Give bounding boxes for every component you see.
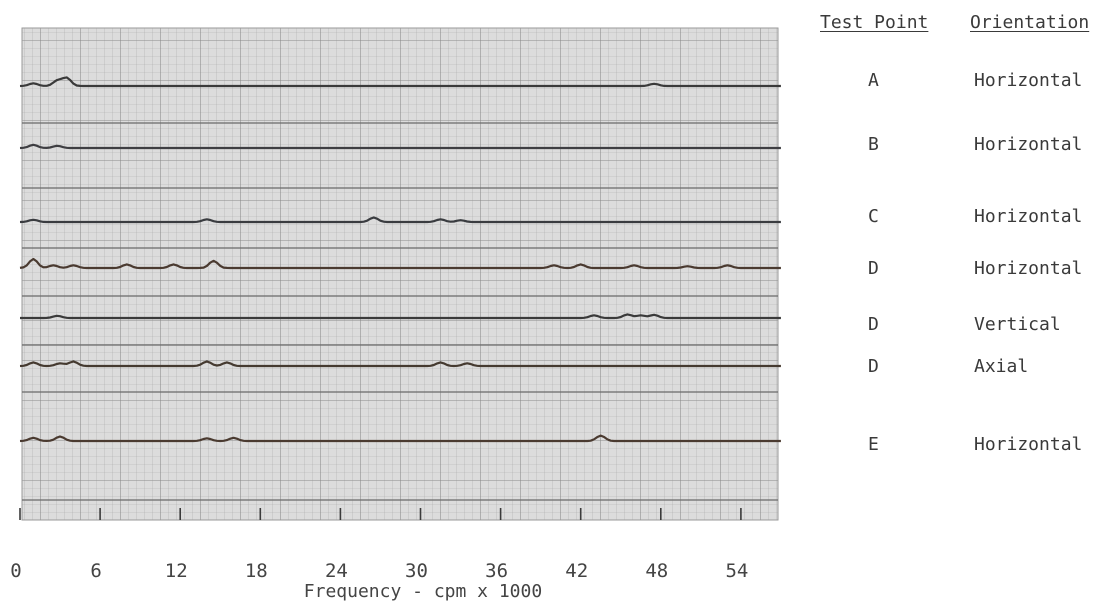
legend-header-test-point: Test Point (820, 12, 929, 33)
trace-a-horizontal (19, 76, 781, 88)
legend-row: E Horizontal (798, 434, 1118, 458)
legend-test-point: B (868, 134, 879, 155)
legend-row: B Horizontal (798, 134, 1118, 158)
trace-d-axial (19, 360, 781, 368)
chart-border (21, 27, 779, 521)
x-tick-label-0: 0 (10, 560, 21, 582)
x-tick-label-18: 18 (245, 560, 268, 582)
legend-orientation: Horizontal (974, 134, 1083, 155)
legend-test-point: C (868, 206, 879, 227)
legend-orientation: Axial (974, 356, 1029, 377)
x-tick-label-48: 48 (645, 560, 668, 582)
legend-row: D Horizontal (798, 258, 1118, 282)
legend-orientation: Horizontal (974, 70, 1083, 91)
chart-grid (22, 28, 778, 520)
legend-row: D Axial (798, 356, 1118, 380)
legend-row: C Horizontal (798, 206, 1118, 230)
legend-test-point: D (868, 258, 879, 279)
legend-test-point: D (868, 356, 879, 377)
legend-test-point: D (868, 314, 879, 335)
x-axis-label: Frequency - cpm x 1000 (304, 581, 542, 602)
chart-tick-labels: 0 6 12 18 24 30 36 42 48 54 (10, 560, 748, 582)
legend-orientation: Vertical (974, 314, 1061, 335)
x-tick-label-54: 54 (725, 560, 748, 582)
chart-ticks (19, 508, 742, 520)
legend-orientation: Horizontal (974, 434, 1083, 455)
chart-separators (22, 122, 778, 501)
trace-d-horizontal (19, 257, 781, 270)
x-tick-label-24: 24 (325, 560, 348, 582)
legend-orientation: Horizontal (974, 258, 1083, 279)
x-tick-label-36: 36 (485, 560, 508, 582)
x-tick-label-6: 6 (90, 560, 101, 582)
x-tick-label-12: 12 (165, 560, 188, 582)
chart-traces (19, 76, 781, 443)
legend-test-point: E (868, 434, 879, 455)
trace-e-horizontal (19, 434, 781, 443)
trace-d-vertical (20, 313, 781, 320)
legend: Test Point Orientation A Horizontal B Horiz… (798, 12, 1118, 482)
legend-test-point: A (868, 70, 879, 91)
legend-header-orientation: Orientation (970, 12, 1090, 33)
trace-b-horizontal (19, 143, 781, 150)
legend-orientation: Horizontal (974, 206, 1083, 227)
x-tick-label-42: 42 (565, 560, 588, 582)
trace-c-horizontal (19, 216, 781, 224)
vibration-chart: 0 6 12 18 24 30 36 42 48 54 Frequency - cpm x 100… (10, 27, 781, 602)
legend-row: D Vertical (798, 314, 1118, 338)
x-tick-label-30: 30 (405, 560, 428, 582)
legend-row: A Horizontal (798, 70, 1118, 94)
